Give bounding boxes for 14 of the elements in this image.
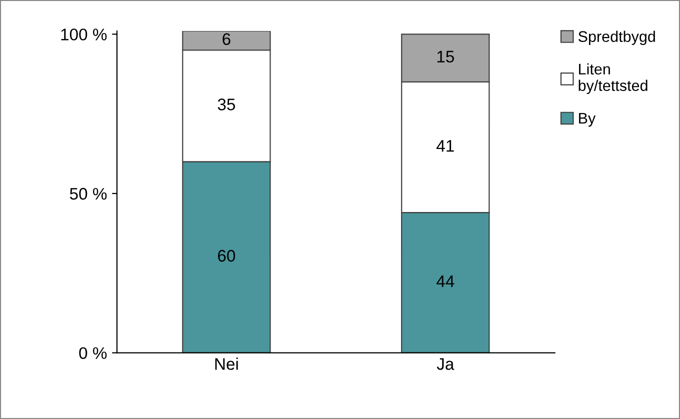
data-label: 15 <box>437 50 454 63</box>
data-label: 35 <box>218 98 236 110</box>
x-tick-label: Nei <box>215 358 238 370</box>
data-label: 41 <box>436 140 454 152</box>
legend-label: Liten by/tettsted <box>578 63 648 94</box>
y-tick-label: 50 % <box>70 188 107 200</box>
legend-label: Spredtbygd <box>578 30 655 46</box>
data-label: 44 <box>436 276 454 288</box>
data-label: 60 <box>218 250 236 262</box>
data-label: 6 <box>222 33 230 46</box>
y-tick-label: 0 % <box>79 347 107 359</box>
legend-label: By <box>579 113 596 127</box>
x-tick-label: Ja <box>436 358 454 370</box>
y-tick-label: 100 % <box>61 28 107 40</box>
